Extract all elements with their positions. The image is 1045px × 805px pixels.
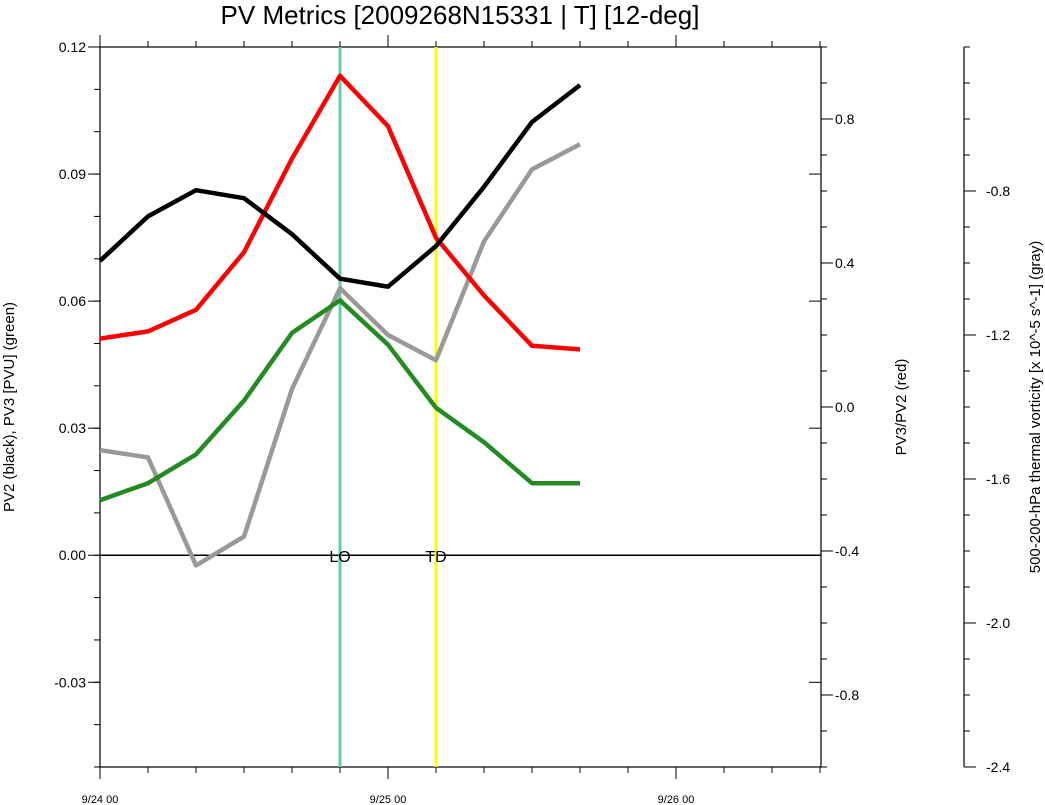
event-labels-layer: LO TD: [329, 549, 446, 566]
far-right-tick-label: -1.6: [986, 471, 1010, 487]
right-tick-label: 0.8: [835, 111, 855, 127]
series-layer: [98, 73, 582, 568]
event-lines-layer: [338, 47, 438, 767]
plot-frame: [99, 46, 822, 768]
left-tick-label: 0.09: [59, 166, 86, 182]
left-tick-label: 0.12: [59, 39, 86, 55]
event-label-lo: LO: [329, 549, 350, 566]
right-axis: -0.8 -0.4 0.0 0.4 0.8: [821, 46, 859, 768]
far-right-axis: -2.4 -2.0 -1.6 -1.2 -0.8: [963, 46, 1010, 775]
series-line-2: [99, 73, 581, 352]
left-tick-label: 0.03: [59, 420, 86, 436]
right-tick-label: -0.8: [835, 687, 859, 703]
left-tick-label: 0.06: [59, 293, 86, 309]
far-right-tick-label: -0.8: [986, 183, 1010, 199]
right-axis-title: PV3/PV2 (red): [893, 359, 910, 456]
x-tick-label: 9/26 00: [658, 794, 695, 805]
left-tick-label: 0.00: [59, 547, 86, 563]
series-line-3: [99, 142, 582, 568]
far-right-tick-label: -2.0: [986, 615, 1010, 631]
series-line-0: [98, 83, 582, 289]
far-right-axis-title: 500-200-hPa thermal vorticity [x 10^-5 s…: [1027, 241, 1044, 574]
right-tick-label: 0.0: [835, 399, 855, 415]
right-tick-label: 0.4: [835, 255, 855, 271]
x-tick-label: 9/24 00: [82, 794, 119, 805]
x-axis: 9/24 00 9/25 00 9/26 00: [82, 35, 821, 805]
event-label-td: TD: [425, 549, 446, 566]
x-tick-label: 9/25 00: [370, 794, 407, 805]
left-axis-title: PV2 (black), PV3 [PVU] (green): [1, 302, 18, 512]
far-right-tick-label: -2.4: [986, 759, 1010, 775]
chart-title: PV Metrics [2009268N15331 | T] [12-deg]: [221, 0, 700, 30]
far-right-tick-label: -1.2: [986, 327, 1010, 343]
right-tick-label: -0.4: [835, 543, 859, 559]
left-tick-label: -0.03: [54, 674, 86, 690]
left-axis: -0.03 0.00 0.03 0.06 0.09 0.12: [54, 39, 821, 768]
series-line-1: [99, 298, 580, 503]
